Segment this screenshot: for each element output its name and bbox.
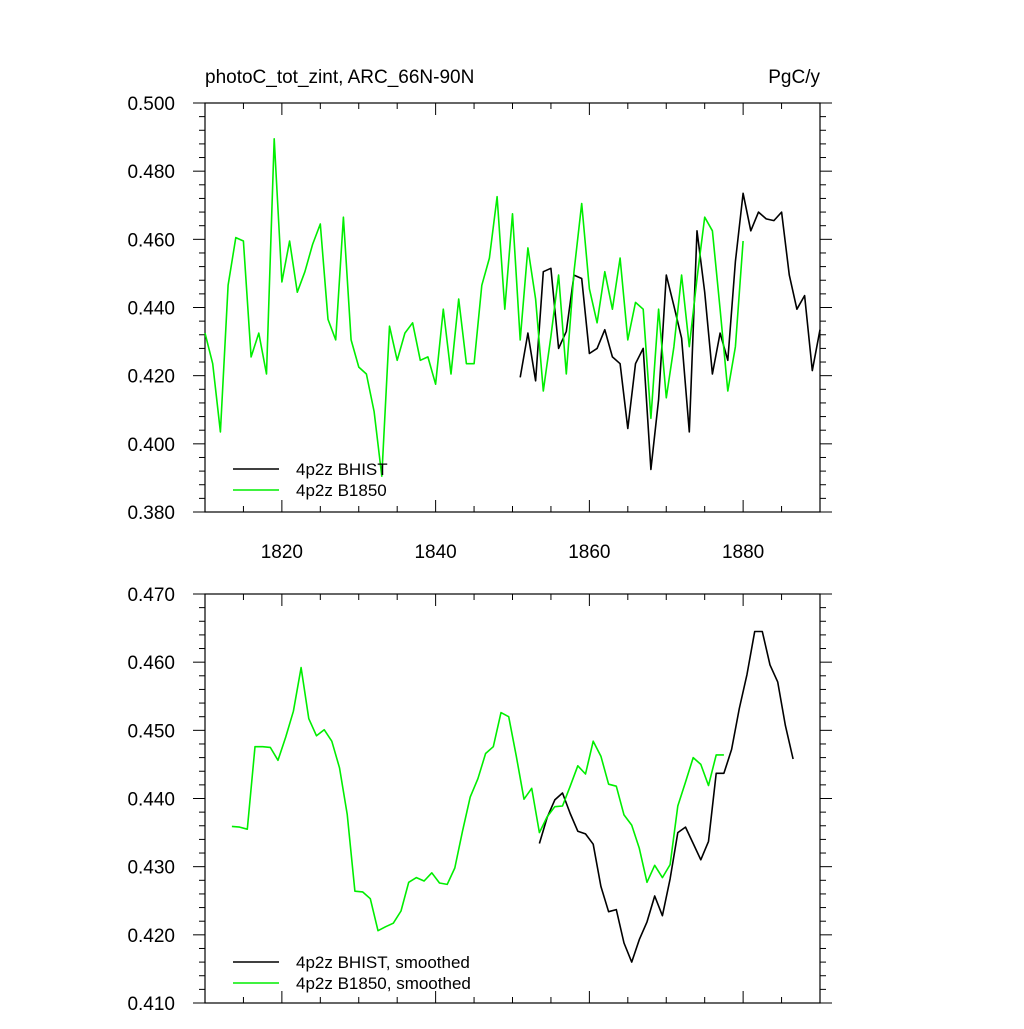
panel1-y-tick-label: 0.460 (127, 230, 175, 251)
panel2-legend-label-2: 4p2z B1850, smoothed (296, 974, 471, 993)
panel1-x-tick-label: 1820 (261, 542, 303, 563)
panel1-legend-label-2: 4p2z B1850 (296, 481, 387, 500)
panel1-plot-frame (204, 102, 821, 513)
panel1-y-tick-label: 0.440 (127, 299, 175, 320)
panel2-y-tick-label: 0.430 (127, 858, 175, 879)
panel1-legend-label-1: 4p2z BHIST (296, 460, 388, 479)
panel1-y-tick-label: 0.400 (127, 435, 175, 456)
panel2-plot-frame (204, 593, 821, 1004)
panel1: 1820 1840 1860 1880 0.380 0.400 0.420 0.440 0.46… (127, 67, 832, 563)
panel2-legend-label-1: 4p2z BHIST, smoothed (296, 953, 470, 972)
panel1-units: PgC/y (768, 67, 820, 88)
panel2-legend: 4p2z BHIST, smoothed 4p2z B1850, smoothed (233, 953, 471, 993)
panel1-y-tick-label: 0.480 (127, 162, 175, 183)
panel2-series-line-2 (231, 666, 724, 932)
panel2-series-line-1 (538, 630, 794, 963)
panel1-y-tick-label: 0.420 (127, 367, 175, 388)
panel1-series-line-2 (204, 138, 744, 478)
panel2-y-tick-label: 0.440 (127, 790, 175, 811)
panel1-series-line-1 (519, 192, 821, 471)
panel2-y-tick-label: 0.460 (127, 653, 175, 674)
panel1-y-tick-label: 0.500 (127, 94, 175, 115)
panel2-y-tick-label: 0.470 (127, 585, 175, 606)
panel1-y-tick-label: 0.380 (127, 503, 175, 524)
panel1-x-tick-label: 1860 (568, 542, 610, 563)
panel2-y-tick-label: 0.450 (127, 721, 175, 742)
panel1-x-tick-label: 1840 (414, 542, 456, 563)
panel1-title: photoC_tot_zint, ARC_66N-90N (205, 67, 474, 88)
panel1-x-tick-label: 1880 (722, 542, 764, 563)
panel2-y-tick-label: 0.420 (127, 926, 175, 947)
panel2: 0.410 0.420 0.430 0.440 0.450 0.460 0.470 4p2z … (127, 585, 832, 1015)
panel1-legend: 4p2z BHIST 4p2z B1850 (233, 460, 388, 500)
panel2-y-tick-label: 0.410 (127, 994, 175, 1015)
